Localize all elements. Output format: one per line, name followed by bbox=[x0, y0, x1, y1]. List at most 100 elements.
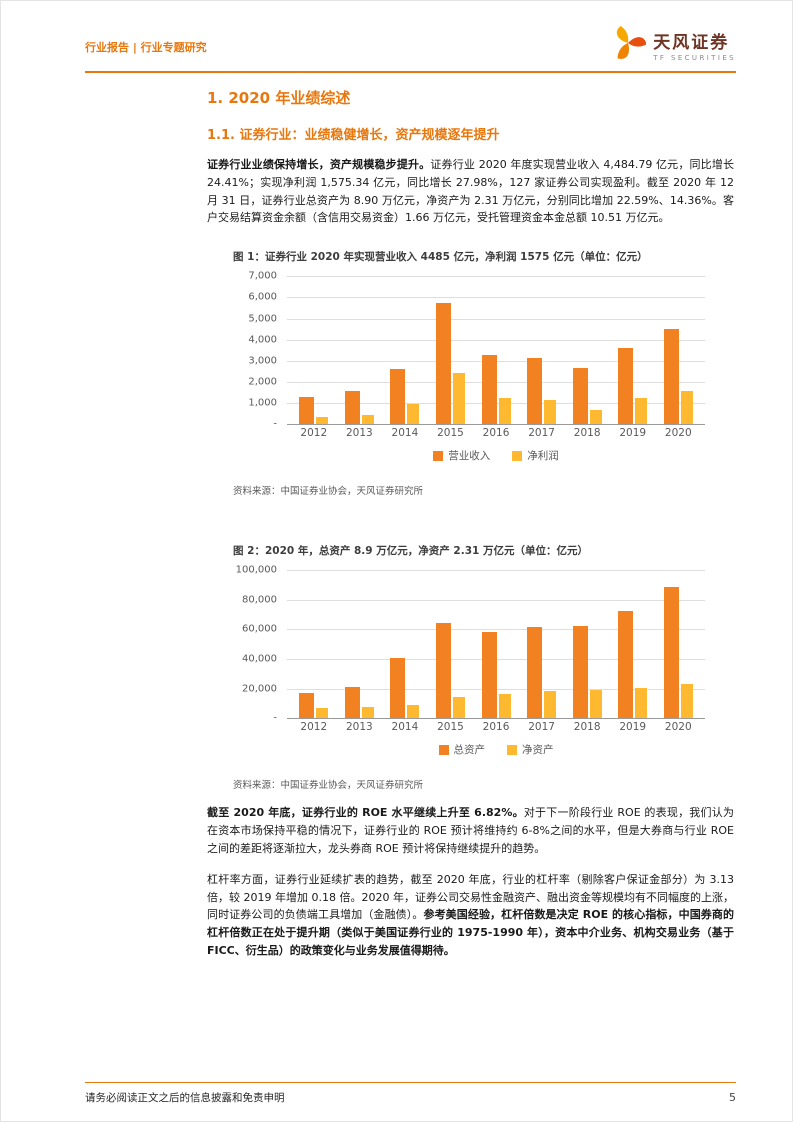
bars-row bbox=[287, 570, 705, 719]
text-run: 杠杆率方面，证券行业延续扩表的趋势，截至 2020 年底，行业的杠杆率（剔除客户… bbox=[207, 872, 734, 922]
bar bbox=[544, 400, 557, 425]
y-tick-label: - bbox=[273, 712, 277, 724]
text-run: 参考美国经验，杠杆倍数是决定 ROE 的核心指标，中国券商的杠杆倍数正在处于提升… bbox=[207, 908, 735, 957]
revenue-profit-bar-chart: - 1,000 2,000 3,000 4,000 5,000 6,000 7,000 2012… bbox=[233, 271, 705, 463]
x-tick-label: 2020 bbox=[664, 427, 692, 440]
text-run: 证券行业 2020 年度实现营业收入 4,484.79 亿元，同比增长 24.4… bbox=[207, 158, 735, 225]
page-number: 5 bbox=[729, 1091, 736, 1104]
bar bbox=[344, 687, 360, 719]
gridline bbox=[287, 276, 705, 278]
gridline bbox=[287, 718, 705, 720]
bar bbox=[435, 622, 451, 719]
x-tick-label: 2018 bbox=[573, 721, 601, 734]
bar bbox=[452, 696, 465, 719]
report-type-label: 行业报告 | 行业专题研究 bbox=[85, 41, 207, 54]
bar bbox=[663, 586, 679, 719]
bar bbox=[544, 690, 557, 719]
bar bbox=[663, 329, 679, 425]
bar-group bbox=[337, 276, 383, 425]
bar-group bbox=[428, 570, 474, 719]
bar bbox=[589, 410, 602, 425]
text-run: 截至 2020 年底，证券行业的 ROE 水平继续上升至 6.82%。 bbox=[207, 806, 524, 820]
page-header: 行业报告 | 行业专题研究 天风证券 TF SECURITIES bbox=[1, 1, 792, 65]
legend-label: 净利润 bbox=[527, 450, 559, 463]
x-axis: 2012 2013 2014 2015 2016 2017 2018 2019 2020 bbox=[287, 718, 705, 733]
bar bbox=[481, 632, 497, 719]
bar bbox=[316, 708, 329, 719]
bar bbox=[344, 390, 360, 425]
paragraph-roe: 截至 2020 年底，证券行业的 ROE 水平继续上升至 6.82%。对于下一阶… bbox=[207, 804, 734, 857]
legend-label: 净资产 bbox=[522, 744, 554, 757]
gridline bbox=[287, 599, 705, 601]
y-axis: - 1,000 2,000 3,000 4,000 5,000 6,000 7,000 bbox=[233, 271, 287, 430]
bar-group bbox=[519, 570, 565, 719]
paragraph-overview: 证券行业业绩保持增长，资产规模稳步提升。证券行业 2020 年度实现营业收入 4… bbox=[207, 156, 734, 227]
bar-group bbox=[656, 276, 702, 425]
text-run: 证券行业业绩保持增长，资产规模稳步提升。 bbox=[207, 158, 431, 171]
bar-group bbox=[428, 276, 474, 425]
gridline bbox=[287, 339, 705, 341]
bar bbox=[435, 302, 451, 425]
bar bbox=[680, 684, 693, 719]
gridline bbox=[287, 424, 705, 426]
bar-group bbox=[473, 276, 519, 425]
x-tick-label: 2016 bbox=[482, 427, 510, 440]
subsection-title: 1.1. 证券行业：业绩稳健增长，资产规模逐年提升 bbox=[207, 128, 500, 143]
assets-bar-chart: - 20,000 40,000 60,000 80,000 100,000 2012 2013… bbox=[233, 565, 705, 757]
bar bbox=[572, 625, 588, 719]
bar bbox=[390, 657, 406, 719]
footer-disclaimer: 请务必阅读正文之后的信息披露和免责申明 bbox=[85, 1092, 285, 1104]
bar bbox=[361, 707, 374, 719]
x-tick-label: 2012 bbox=[300, 721, 328, 734]
bar bbox=[572, 367, 588, 425]
x-tick-label: 2012 bbox=[300, 427, 328, 440]
legend-swatch bbox=[512, 450, 523, 461]
legend-swatch bbox=[507, 744, 517, 755]
bar-group bbox=[291, 276, 337, 425]
legend-item: 总资产 bbox=[438, 742, 486, 757]
bar bbox=[390, 369, 406, 425]
gridline bbox=[287, 570, 705, 572]
logo-company-subtitle: TF SECURITIES bbox=[653, 54, 736, 62]
bar bbox=[316, 417, 329, 425]
y-tick-label: 6,000 bbox=[248, 291, 277, 303]
y-tick-label: 3,000 bbox=[248, 355, 277, 367]
x-tick-label: 2017 bbox=[528, 427, 555, 440]
y-tick-label: 1,000 bbox=[248, 397, 277, 409]
bar bbox=[498, 693, 511, 719]
bar-group bbox=[656, 570, 702, 719]
bar-group bbox=[473, 570, 519, 719]
bar bbox=[589, 690, 602, 719]
bar bbox=[452, 372, 465, 425]
legend-swatch bbox=[433, 450, 444, 461]
bar-group bbox=[610, 276, 656, 425]
page-footer: 请务必阅读正文之后的信息披露和免责申明 5 bbox=[85, 1082, 736, 1105]
bars-row bbox=[287, 276, 705, 425]
paragraph-leverage: 杠杆率方面，证券行业延续扩表的趋势，截至 2020 年底，行业的杠杆率（剔除客户… bbox=[207, 871, 734, 960]
bar bbox=[407, 403, 420, 425]
figure-1-source: 资料来源：中国证券业协会，天风证券研究所 bbox=[233, 486, 424, 498]
y-tick-label: 7,000 bbox=[248, 270, 277, 282]
chart-legend: 营业收入 净利润 bbox=[287, 448, 705, 463]
bar-group bbox=[564, 276, 610, 425]
chart-plot-area: - 20,000 40,000 60,000 80,000 100,000 bbox=[233, 565, 705, 724]
legend-label: 总资产 bbox=[453, 744, 486, 757]
y-tick-label: 20,000 bbox=[242, 683, 277, 695]
plot bbox=[287, 570, 705, 720]
bar-group bbox=[382, 276, 428, 425]
x-axis: 2012 2013 2014 2015 2016 2017 2018 2019 2020 bbox=[287, 424, 705, 439]
chart-plot-area: - 1,000 2,000 3,000 4,000 5,000 6,000 7,000 bbox=[233, 271, 705, 430]
figure-2-source: 资料来源：中国证券业协会，天风证券研究所 bbox=[233, 780, 424, 792]
y-tick-label: 4,000 bbox=[248, 334, 277, 346]
y-tick-label: 100,000 bbox=[235, 564, 277, 576]
legend-item: 净利润 bbox=[512, 448, 559, 463]
y-tick-label: 60,000 bbox=[242, 623, 277, 635]
x-tick-label: 2013 bbox=[345, 427, 373, 440]
bar bbox=[481, 354, 497, 425]
bar bbox=[527, 358, 543, 425]
bar bbox=[680, 390, 693, 425]
y-tick-label: 80,000 bbox=[242, 594, 277, 606]
logo-text-block: 天风证券 TF SECURITIES bbox=[653, 28, 736, 62]
bar bbox=[299, 396, 315, 425]
x-tick-label: 2018 bbox=[573, 427, 601, 440]
